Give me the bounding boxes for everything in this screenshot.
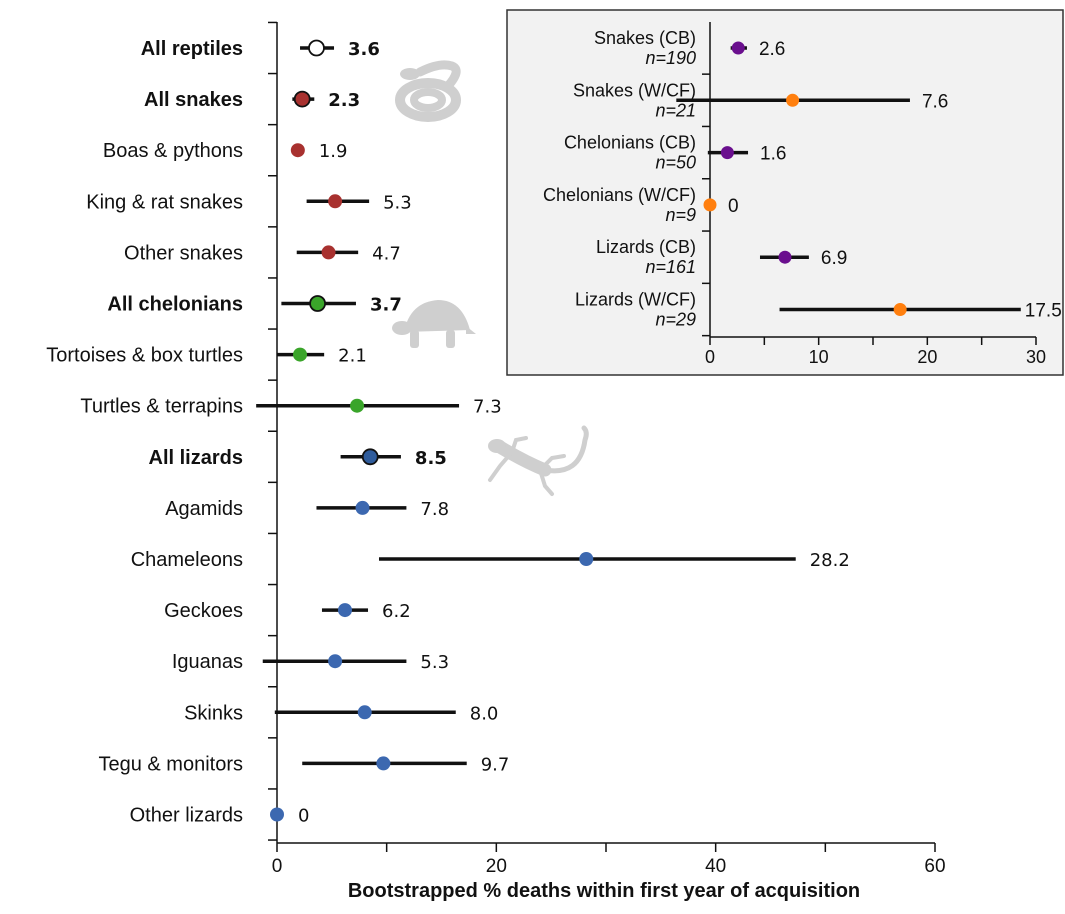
inset-frame [506, 9, 1064, 376]
data-point [376, 756, 391, 771]
main-axes: 0 20 40 60 Bootstrapped % deaths within firs… [268, 21, 946, 902]
inset-category-label: Lizards (CB) [596, 237, 696, 257]
inset-data-point [893, 303, 907, 316]
inset-data-point [720, 146, 734, 160]
category-label: Chameleons [131, 549, 243, 571]
x-axis-label: Bootstrapped % deaths within first year … [348, 880, 860, 902]
category-label: Tortoises & box turtles [46, 345, 243, 367]
inset-sample-size: n=9 [665, 205, 696, 225]
inset-data-point [786, 93, 800, 107]
inset-category-label: Chelonians (W/CF) [543, 185, 696, 205]
inset-value-label: 0 [728, 196, 739, 217]
inset-value-label: 7.6 [922, 91, 948, 112]
value-label: 9.7 [481, 754, 510, 775]
x-tick-label: 60 [924, 856, 945, 877]
inset-x-tick-label: 0 [705, 347, 715, 367]
value-label: 5.3 [420, 652, 449, 673]
inset-value-label: 1.6 [760, 144, 786, 165]
category-label: All lizards [149, 447, 243, 469]
category-label: Tegu & monitors [98, 753, 243, 775]
value-label: 2.1 [338, 346, 367, 367]
snake-silhouette [395, 60, 461, 122]
tortoise-silhouette [392, 300, 476, 348]
inset-category-label: Snakes (W/CF) [573, 80, 696, 100]
value-label: 4.7 [372, 243, 401, 264]
value-label: 2.3 [328, 90, 360, 111]
inset-value-label: 6.9 [821, 248, 847, 269]
inset-data-point [731, 41, 745, 55]
data-point [270, 807, 284, 822]
value-label: 8.0 [470, 703, 499, 724]
category-label: Geckoes [164, 600, 243, 622]
value-label: 5.3 [383, 192, 412, 213]
value-label: 1.9 [319, 141, 348, 162]
category-label: Iguanas [172, 651, 243, 673]
inset-category-label: Chelonians (CB) [564, 133, 696, 153]
data-point [293, 90, 311, 108]
data-point [308, 39, 325, 57]
data-point [337, 603, 352, 618]
data-point [357, 705, 372, 720]
value-label: 0 [298, 806, 309, 827]
value-label: 6.2 [382, 601, 411, 622]
data-point [355, 500, 370, 515]
category-label: Agamids [165, 498, 243, 520]
silhouettes [392, 60, 589, 496]
category-label: King & rat snakes [86, 191, 243, 213]
data-point [293, 347, 308, 362]
x-tick-label: 0 [272, 856, 283, 877]
inset-value-label: 17.5 [1025, 301, 1062, 322]
inset-sample-size: n=21 [655, 100, 696, 120]
inset-sample-size: n=29 [655, 310, 696, 330]
data-point [328, 654, 343, 669]
inset-x-tick-label: 10 [809, 347, 829, 367]
data-point [350, 398, 365, 413]
inset-data-point [703, 198, 717, 212]
data-point [309, 295, 326, 312]
category-label: Boas & pythons [103, 140, 243, 162]
inset-category-label: Snakes (CB) [594, 28, 696, 48]
inset-category-label: Lizards (W/CF) [575, 290, 696, 310]
data-point [579, 552, 594, 566]
category-label: All snakes [144, 89, 243, 111]
data-point [321, 245, 336, 260]
value-label: 28.2 [810, 550, 850, 571]
x-tick-label: 40 [705, 856, 726, 877]
data-point [361, 448, 379, 466]
x-tick-label: 20 [486, 856, 507, 877]
value-label: 3.7 [370, 295, 402, 316]
inset-x-tick-label: 30 [1026, 347, 1046, 367]
value-label: 7.8 [420, 499, 449, 520]
value-label: 7.3 [473, 397, 502, 418]
value-label: 3.6 [348, 39, 380, 60]
gecko-silhouette [488, 425, 589, 496]
category-label: Other snakes [124, 242, 243, 264]
category-label: Skinks [184, 702, 243, 724]
inset-value-label: 2.6 [759, 39, 785, 60]
inset-sample-size: n=190 [645, 48, 696, 68]
value-label: 8.5 [415, 448, 447, 469]
inset-sample-size: n=161 [645, 257, 696, 277]
inset-sample-size: n=50 [655, 153, 696, 173]
data-point [328, 194, 343, 209]
inset-x-tick-label: 20 [917, 347, 937, 367]
data-point [290, 143, 305, 158]
main-marks: All reptiles 3.6 All snakes 2.3 Boas & pytho… [46, 38, 850, 827]
category-label: Other lizards [130, 805, 243, 827]
category-label: All chelonians [107, 294, 243, 316]
category-label: Turtles & terrapins [80, 396, 243, 418]
category-label: All reptiles [141, 38, 243, 60]
inset-data-point [778, 250, 792, 264]
